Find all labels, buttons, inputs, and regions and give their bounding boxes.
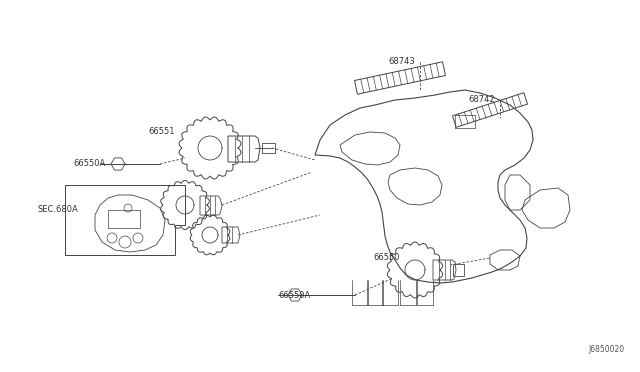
Text: 68743: 68743 — [388, 58, 415, 67]
Text: 66550: 66550 — [373, 253, 399, 263]
Text: 66550A: 66550A — [73, 160, 105, 169]
Text: J6850020: J6850020 — [589, 345, 625, 354]
Text: 66550A: 66550A — [278, 291, 310, 299]
Text: 68742: 68742 — [468, 96, 495, 105]
Text: 66551: 66551 — [148, 126, 175, 135]
Text: SEC.680A: SEC.680A — [38, 205, 79, 215]
